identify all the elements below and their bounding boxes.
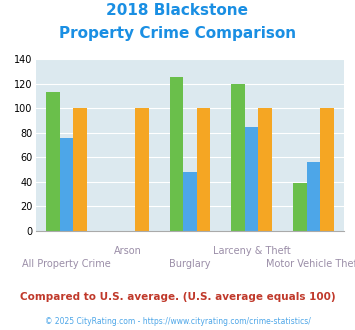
Text: Arson: Arson: [114, 246, 142, 256]
Bar: [46, 92, 60, 231]
Bar: [245, 127, 258, 231]
Bar: [135, 109, 148, 231]
Bar: [307, 162, 320, 231]
Legend: Blackstone, Virginia, National: Blackstone, Virginia, National: [49, 326, 331, 330]
Text: Larceny & Theft: Larceny & Theft: [213, 246, 291, 256]
Bar: [231, 84, 245, 231]
Bar: [73, 109, 87, 231]
Text: Motor Vehicle Theft: Motor Vehicle Theft: [266, 259, 355, 269]
Text: Property Crime Comparison: Property Crime Comparison: [59, 26, 296, 41]
Bar: [183, 172, 197, 231]
Text: © 2025 CityRating.com - https://www.cityrating.com/crime-statistics/: © 2025 CityRating.com - https://www.city…: [45, 317, 310, 326]
Bar: [320, 109, 334, 231]
Bar: [60, 138, 73, 231]
Bar: [170, 77, 183, 231]
Text: 2018 Blackstone: 2018 Blackstone: [106, 3, 248, 18]
Text: Burglary: Burglary: [169, 259, 211, 269]
Bar: [293, 183, 307, 231]
Text: All Property Crime: All Property Crime: [22, 259, 111, 269]
Text: Compared to U.S. average. (U.S. average equals 100): Compared to U.S. average. (U.S. average …: [20, 292, 335, 302]
Bar: [197, 109, 210, 231]
Bar: [258, 109, 272, 231]
